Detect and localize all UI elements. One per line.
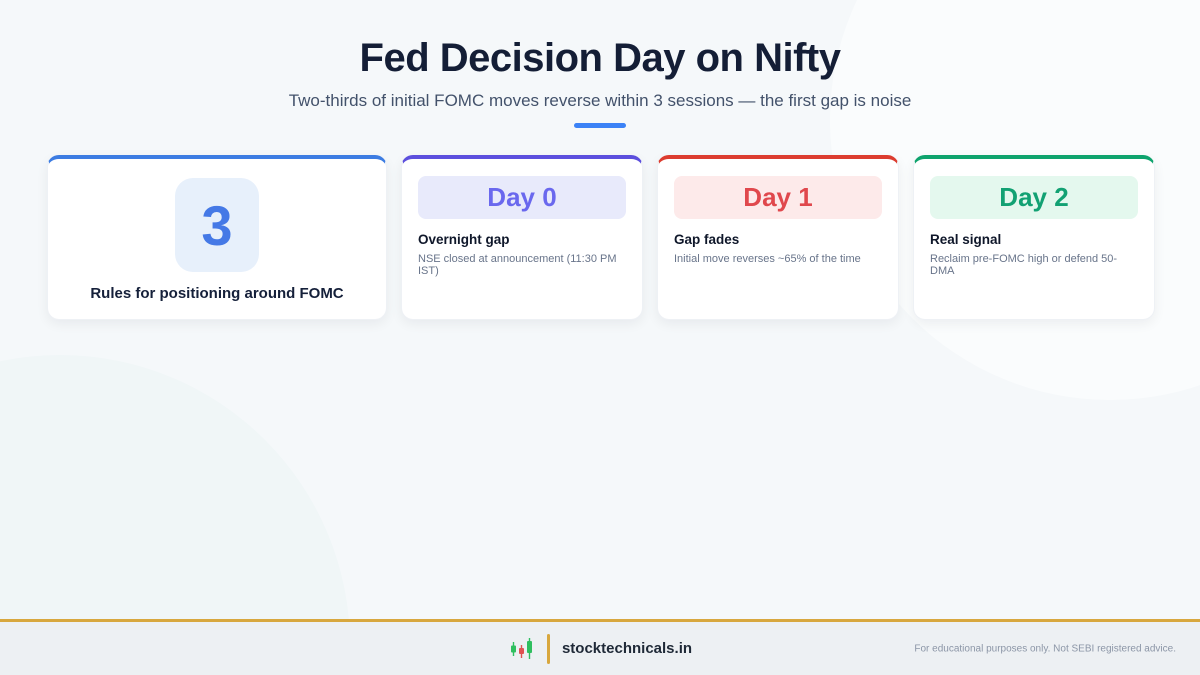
footer: stocktechnicals.in For educational purpo…	[0, 619, 1200, 675]
cards-row: 3 Rules for positioning around FOMC Day …	[47, 155, 1155, 320]
day-2-badge: Day 2	[930, 176, 1138, 219]
footer-divider	[546, 633, 550, 664]
day-0-badge: Day 0	[418, 176, 626, 219]
page-subtitle: Two-thirds of initial FOMC moves reverse…	[288, 91, 912, 110]
day-0-heading: Overnight gap	[418, 232, 510, 247]
rules-count: 3	[201, 193, 233, 257]
brand-name: stocktechnicals.in	[561, 640, 693, 657]
title-underline	[574, 123, 626, 128]
day-0-card: Day 0 Overnight gap NSE closed at announ…	[401, 155, 643, 320]
page-title: Fed Decision Day on Nifty	[359, 36, 841, 80]
rules-count-box: 3	[175, 178, 259, 272]
day-1-heading: Gap fades	[674, 232, 740, 247]
day-2-card: Day 2 Real signal Reclaim pre-FOMC high …	[913, 155, 1155, 320]
footer-brand-group: stocktechnicals.in	[508, 633, 693, 664]
day-2-heading: Real signal	[930, 232, 1002, 247]
day-1-badge: Day 1	[674, 176, 882, 219]
candlestick-icon	[510, 637, 532, 659]
day-0-detail: NSE closed at announcement (11:30 PM IST…	[418, 253, 617, 277]
day-2-detail: Reclaim pre-FOMC high or defend 50-DMA	[930, 253, 1118, 277]
rules-card: 3 Rules for positioning around FOMC	[47, 155, 387, 320]
rules-card-label: Rules for positioning around FOMC	[90, 285, 344, 302]
day-1-detail: Initial move reverses ~65% of the time	[674, 253, 861, 265]
header: Fed Decision Day on Nifty Two-thirds of …	[0, 0, 1200, 128]
footer-disclaimer: For educational purposes only. Not SEBI …	[914, 643, 1176, 654]
day-1-card: Day 1 Gap fades Initial move reverses ~6…	[657, 155, 899, 320]
